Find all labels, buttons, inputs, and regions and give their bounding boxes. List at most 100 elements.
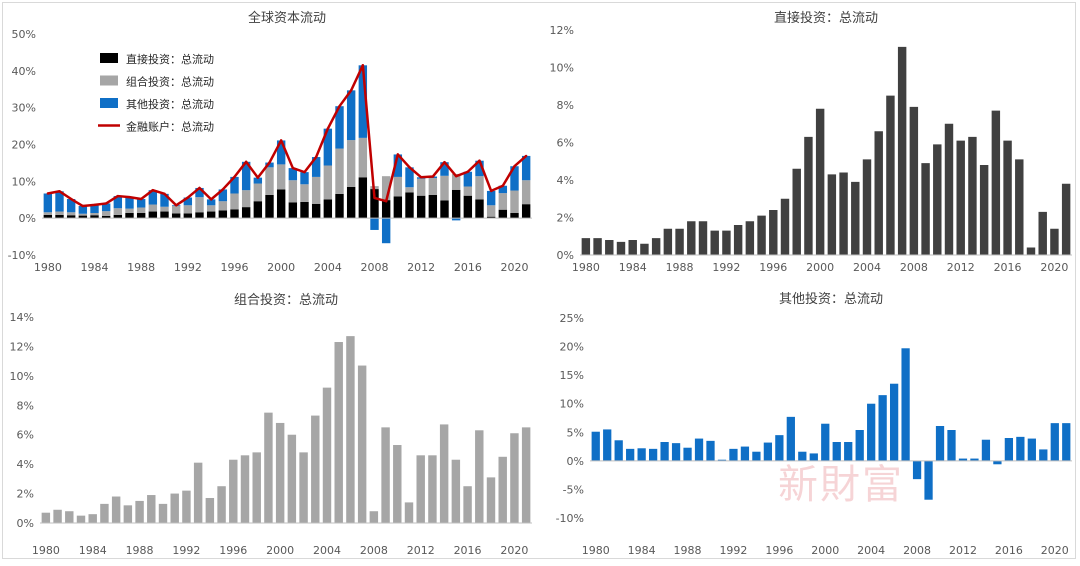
bar — [757, 215, 766, 255]
x-tick-label: 1980 — [582, 544, 610, 557]
chart-direct-investment: 直接投资：总流动 0% 2% 4% 6% 8% 10% 12% 1980 1984 1988 1992… — [540, 0, 1080, 283]
bar-direct — [416, 195, 426, 219]
bar — [993, 460, 1002, 465]
bar-other — [183, 197, 193, 206]
line-point — [419, 176, 423, 179]
bar — [346, 336, 355, 523]
bar-direct — [230, 209, 239, 219]
bar — [706, 440, 715, 461]
legend-label: 直接投资：总流动 — [126, 52, 214, 66]
bar-other — [43, 193, 53, 213]
line-point — [151, 188, 155, 192]
bar-direct — [265, 194, 274, 219]
line-point — [163, 192, 166, 196]
bar-portfolio — [66, 212, 76, 216]
bar — [832, 442, 841, 461]
bar-other — [475, 160, 484, 177]
x-tick-label: 1984 — [79, 544, 107, 557]
bar-other — [148, 190, 158, 205]
y-tick-label: 2% — [17, 488, 34, 501]
y-tick-label: 0% — [567, 455, 584, 468]
legend-swatch — [100, 53, 118, 63]
bar — [123, 505, 133, 523]
y-tick-label: 4% — [557, 174, 574, 187]
watermark: 新財富 — [778, 462, 904, 508]
x-tick-label: 2008 — [360, 544, 388, 557]
bar — [626, 448, 635, 461]
x-tick-label: 2020 — [501, 261, 529, 274]
bar-direct — [55, 214, 64, 219]
x-tick-label: 1992 — [719, 544, 747, 557]
bar-other — [381, 218, 391, 244]
bar — [717, 459, 727, 461]
bar-other — [346, 90, 356, 141]
bar — [287, 434, 297, 523]
x-tick-label: 1996 — [765, 544, 793, 557]
line-point — [104, 202, 108, 205]
bar — [991, 110, 1001, 255]
x-tick-label: 1992 — [174, 261, 202, 274]
bar-portfolio — [183, 205, 193, 214]
bar — [839, 172, 848, 255]
bar-portfolio — [451, 173, 461, 190]
line-point — [326, 127, 330, 130]
bar-portfolio — [428, 178, 438, 195]
bar-portfolio — [498, 193, 508, 210]
x-tick-label: 2016 — [995, 544, 1023, 557]
bar — [229, 459, 238, 523]
bar — [947, 430, 956, 461]
bar — [581, 238, 591, 255]
bar-other — [311, 157, 321, 177]
bar — [675, 228, 684, 255]
bar — [591, 431, 600, 461]
bar-other — [358, 65, 368, 138]
bar-other — [78, 206, 88, 214]
x-tick-label: 2000 — [811, 544, 839, 557]
bar — [722, 230, 731, 255]
bar — [775, 435, 784, 461]
bar-direct — [148, 211, 158, 219]
bar-portfolio — [510, 190, 519, 214]
bar-other — [66, 199, 76, 213]
bar-direct — [451, 189, 461, 219]
line-point — [233, 175, 236, 179]
line-point — [303, 170, 306, 174]
line-point — [349, 89, 353, 92]
bar — [381, 427, 390, 523]
bar — [763, 442, 773, 461]
bar — [855, 430, 864, 461]
bar — [252, 452, 261, 523]
bar — [1015, 159, 1024, 255]
x-tick-label: 2000 — [806, 261, 834, 274]
bar-portfolio — [148, 204, 158, 212]
chart-svg: 全球资本流动 -10% 0% 10% 20% 30% 40% 50% 1980 1984 1988 1… — [8, 10, 532, 274]
legend-swatch — [100, 98, 118, 108]
x-tick-label: 2008 — [903, 544, 931, 557]
bar-other — [218, 189, 228, 202]
bar — [958, 458, 968, 461]
line-point — [466, 170, 470, 173]
chart-title: 直接投资：总流动 — [774, 10, 878, 26]
bar-direct — [125, 213, 134, 219]
bar — [651, 238, 661, 255]
x-tick-label: 1984 — [81, 261, 109, 274]
bar — [780, 198, 790, 255]
x-tick-label: 2004 — [314, 261, 342, 274]
line-point — [244, 160, 248, 164]
line-point — [489, 189, 493, 193]
bar-direct — [486, 216, 496, 219]
bar — [769, 210, 778, 255]
bar — [874, 131, 883, 255]
line-point — [373, 196, 376, 200]
line-point — [524, 154, 528, 158]
bar-direct — [43, 214, 53, 219]
bar-portfolio — [358, 137, 368, 178]
bar-other — [136, 199, 146, 208]
bar — [740, 446, 750, 461]
bar — [275, 422, 285, 523]
bar — [182, 490, 191, 523]
bar — [76, 515, 86, 523]
y-tick-label: 8% — [17, 399, 34, 412]
bar — [944, 123, 954, 255]
bar-direct — [393, 196, 403, 219]
